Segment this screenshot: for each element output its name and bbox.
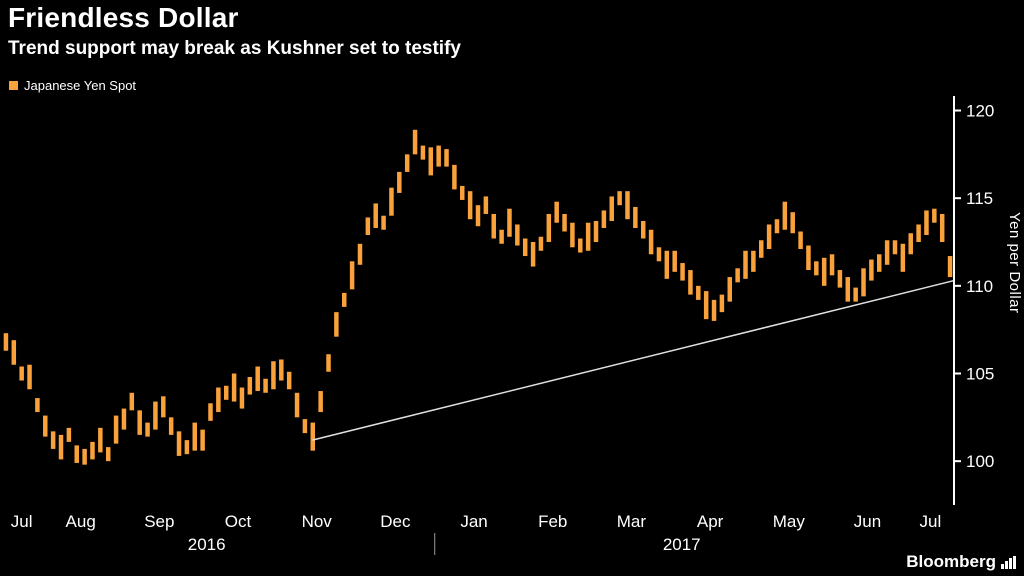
svg-text:Dec: Dec (380, 512, 411, 531)
svg-text:Jan: Jan (460, 512, 487, 531)
chart-legend: Japanese Yen Spot (9, 78, 136, 93)
svg-text:Aug: Aug (66, 512, 96, 531)
svg-text:100: 100 (966, 452, 994, 471)
svg-text:105: 105 (966, 365, 994, 384)
svg-text:110: 110 (966, 277, 993, 296)
legend-swatch-icon (9, 81, 18, 90)
legend-label: Japanese Yen Spot (24, 78, 137, 93)
svg-text:2016: 2016 (188, 535, 226, 554)
svg-text:Nov: Nov (302, 512, 333, 531)
svg-text:Jul: Jul (920, 512, 942, 531)
svg-text:Apr: Apr (697, 512, 724, 531)
y-axis-label: Yen per Dollar (1006, 212, 1023, 314)
bloomberg-logo-text: Bloomberg (906, 552, 996, 571)
svg-text:May: May (773, 512, 806, 531)
svg-text:Jun: Jun (854, 512, 881, 531)
svg-text:Oct: Oct (225, 512, 252, 531)
svg-text:115: 115 (966, 189, 993, 208)
svg-text:Mar: Mar (617, 512, 647, 531)
svg-text:Jul: Jul (11, 512, 33, 531)
page-title: Friendless Dollar (8, 2, 239, 33)
bloomberg-logo-icon (1001, 555, 1016, 569)
svg-text:Feb: Feb (538, 512, 567, 531)
svg-text:Sep: Sep (144, 512, 174, 531)
svg-text:2017: 2017 (663, 535, 701, 554)
bloomberg-logo: Bloomberg (906, 552, 1016, 572)
svg-text:120: 120 (966, 102, 994, 121)
chart-subtitle: Trend support may break as Kushner set t… (8, 38, 461, 59)
